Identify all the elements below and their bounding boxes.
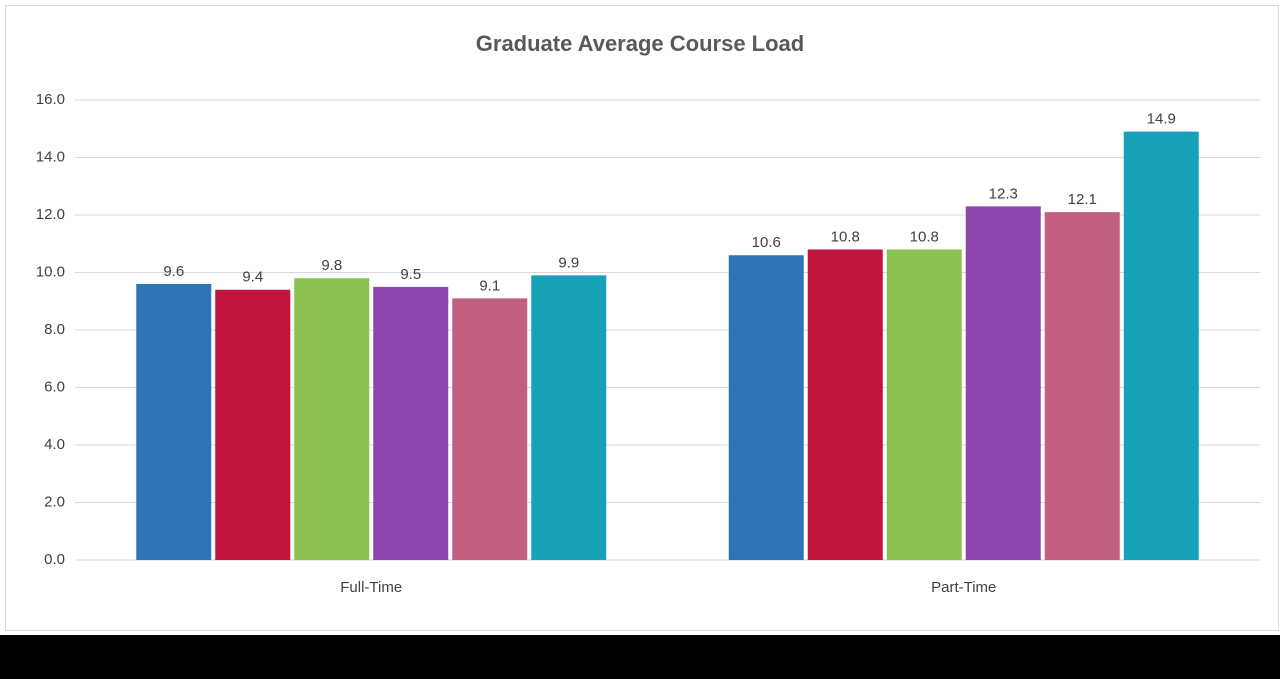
y-tick-label: 14.0 bbox=[36, 148, 65, 165]
data-label: 12.1 bbox=[1068, 191, 1097, 208]
chart-title: Graduate Average Course Load bbox=[476, 31, 804, 56]
bar bbox=[1123, 131, 1199, 560]
y-tick-label: 10.0 bbox=[36, 263, 65, 280]
data-label: 10.6 bbox=[752, 234, 781, 251]
bar bbox=[215, 289, 291, 560]
y-tick-label: 0.0 bbox=[44, 551, 65, 568]
y-tick-label: 16.0 bbox=[36, 91, 65, 108]
data-label: 9.5 bbox=[400, 266, 421, 283]
chart-border bbox=[5, 5, 1279, 631]
data-label: 9.1 bbox=[479, 277, 500, 294]
bar bbox=[965, 206, 1041, 560]
data-label: 10.8 bbox=[910, 228, 939, 245]
y-tick-label: 6.0 bbox=[44, 378, 65, 395]
y-tick-label: 4.0 bbox=[44, 436, 65, 453]
data-label: 9.4 bbox=[242, 269, 263, 286]
bar bbox=[294, 278, 370, 560]
data-label: 9.6 bbox=[163, 263, 184, 280]
data-label: 9.8 bbox=[321, 257, 342, 274]
x-tick-label: Full-Time bbox=[340, 579, 402, 596]
bar bbox=[452, 298, 528, 560]
y-tick-label: 8.0 bbox=[44, 321, 65, 338]
y-tick-label: 2.0 bbox=[44, 493, 65, 510]
bar bbox=[136, 284, 212, 560]
bar bbox=[886, 249, 962, 560]
bar bbox=[531, 275, 607, 560]
data-label: 10.8 bbox=[831, 228, 860, 245]
data-label: 12.3 bbox=[989, 185, 1018, 202]
data-label: 9.9 bbox=[558, 254, 579, 271]
data-label: 14.9 bbox=[1147, 111, 1176, 128]
bar bbox=[807, 249, 883, 560]
bar bbox=[373, 286, 449, 560]
x-tick-label: Part-Time bbox=[931, 579, 996, 596]
bar bbox=[1044, 212, 1120, 560]
y-tick-label: 12.0 bbox=[36, 206, 65, 223]
bar bbox=[728, 255, 804, 560]
